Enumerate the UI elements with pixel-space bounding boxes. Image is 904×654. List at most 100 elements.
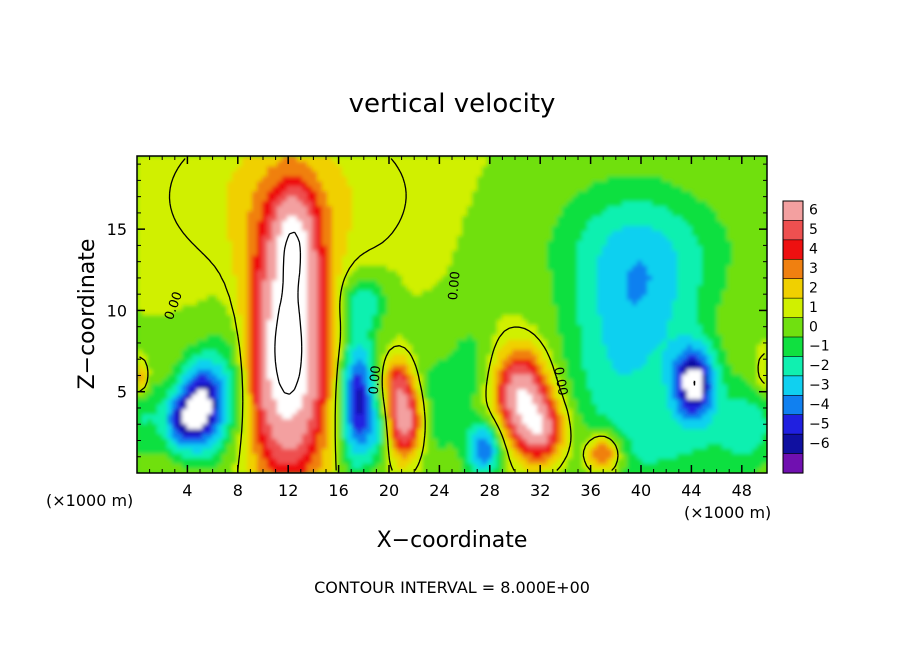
field-cell — [562, 438, 568, 444]
field-cell — [317, 354, 323, 360]
field-cell — [592, 443, 598, 449]
field-cell — [142, 334, 148, 340]
field-cell — [587, 368, 593, 375]
field-cell — [187, 458, 193, 464]
field-cell — [662, 453, 668, 459]
field-cell — [727, 334, 733, 340]
field-cell — [272, 443, 278, 449]
field-cell — [162, 359, 168, 365]
field-cell — [737, 359, 743, 365]
field-cell — [467, 388, 473, 395]
field-cell — [522, 398, 528, 405]
field-cell — [492, 314, 498, 321]
field-cell — [662, 359, 668, 365]
field-cell — [237, 388, 243, 395]
field-cell — [702, 314, 708, 321]
field-cell — [507, 383, 513, 390]
field-cell — [707, 393, 713, 400]
field-cell — [537, 314, 543, 321]
field-cell — [462, 428, 468, 434]
field-cell — [597, 408, 603, 415]
field-cell — [672, 418, 678, 425]
field-cell — [257, 344, 263, 350]
field-cell — [192, 443, 198, 449]
field-cell — [157, 364, 163, 370]
field-cell — [172, 423, 178, 430]
field-cell — [617, 393, 623, 400]
field-cell — [487, 309, 493, 316]
field-cell — [162, 463, 168, 469]
field-cell — [312, 463, 318, 469]
field-cell — [212, 279, 218, 286]
field-cell — [627, 468, 633, 473]
field-cell — [272, 378, 278, 385]
field-cell — [302, 433, 308, 439]
field-cell — [642, 309, 648, 316]
field-cell — [392, 458, 398, 464]
field-cell — [172, 438, 178, 444]
field-cell — [647, 403, 653, 410]
field-cell — [672, 468, 678, 473]
field-cell — [487, 349, 493, 355]
field-cell — [532, 329, 538, 335]
field-cell — [187, 359, 193, 365]
field-cell — [657, 324, 663, 330]
field-cell — [482, 398, 488, 405]
field-cell — [587, 378, 593, 385]
field-cell — [187, 284, 193, 291]
field-cell — [447, 413, 453, 420]
field-cell — [202, 458, 208, 464]
field-cell — [387, 393, 393, 400]
field-cell — [667, 299, 673, 306]
field-cell — [397, 364, 403, 370]
field-cell — [697, 368, 703, 375]
field-cell — [727, 364, 733, 370]
field-cell — [492, 413, 498, 420]
field-cell — [462, 284, 468, 291]
field-cell — [387, 274, 393, 281]
field-cell — [307, 329, 313, 335]
field-cell — [247, 279, 253, 286]
field-cell — [137, 284, 143, 291]
field-cell — [237, 304, 243, 311]
field-cell — [192, 373, 198, 380]
field-cell — [427, 393, 433, 400]
field-cell — [282, 398, 288, 405]
field-cell — [632, 304, 638, 311]
field-cell — [187, 413, 193, 420]
field-cell — [142, 433, 148, 439]
field-cell — [592, 364, 598, 370]
field-cell — [377, 433, 383, 439]
field-cell — [452, 378, 458, 385]
field-cell — [322, 324, 328, 330]
field-cell — [612, 294, 618, 301]
field-cell — [652, 398, 658, 405]
field-cell — [372, 284, 378, 291]
field-cell — [522, 378, 528, 385]
field-cell — [392, 433, 398, 439]
field-cell — [362, 373, 368, 380]
field-cell — [592, 324, 598, 330]
field-cell — [327, 349, 333, 355]
field-cell — [292, 284, 298, 291]
field-cell — [147, 403, 153, 410]
field-cell — [242, 329, 248, 335]
field-cell — [727, 324, 733, 330]
field-cell — [342, 329, 348, 335]
field-cell — [412, 373, 418, 380]
field-cell — [257, 339, 263, 345]
field-cell — [607, 418, 613, 425]
field-cell — [417, 423, 423, 430]
field-cell — [742, 468, 748, 473]
field-cell — [692, 304, 698, 311]
field-cell — [612, 354, 618, 360]
field-cell — [367, 344, 373, 350]
field-cell — [222, 438, 228, 444]
field-cell — [342, 428, 348, 434]
field-cell — [517, 319, 523, 325]
field-cell — [137, 329, 143, 335]
field-cell — [667, 364, 673, 370]
field-cell — [317, 319, 323, 325]
field-cell — [357, 309, 363, 316]
field-cell — [227, 364, 233, 370]
